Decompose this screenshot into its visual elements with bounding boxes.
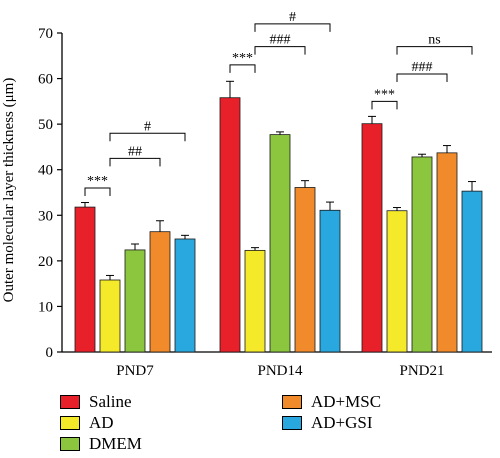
axes: 0 10 20 30 40 50 60 70 PND7 PND14 PND21: [38, 26, 492, 379]
y-tick-label: 20: [38, 254, 53, 270]
significance-bracket: [396, 46, 473, 55]
bar: [124, 249, 146, 353]
significance-label: ###: [412, 60, 433, 75]
bar: [361, 123, 383, 353]
significance-label: ###: [270, 33, 291, 48]
significance-bracket: [254, 46, 306, 55]
bar: [386, 210, 408, 353]
bar: [411, 156, 433, 353]
bar: [436, 152, 458, 353]
bars: [74, 97, 483, 353]
error-bars: [81, 80, 476, 280]
significance-label: #: [289, 10, 296, 25]
x-tick-label: PND7: [116, 363, 154, 379]
significance-bracket: [84, 187, 111, 196]
bar: [319, 209, 341, 353]
bar: [219, 97, 241, 353]
y-tick-label: 0: [46, 345, 54, 361]
bar: [99, 279, 121, 353]
significance-label: ***: [374, 87, 395, 102]
significance-label: ***: [87, 174, 108, 189]
bar: [461, 190, 483, 353]
y-tick-label: 40: [38, 163, 53, 179]
significance-label: ns: [428, 33, 440, 48]
significance-bracket: [109, 132, 186, 142]
significance-bracket: [254, 23, 331, 32]
bar: [174, 238, 196, 353]
significance-bracket: [396, 73, 448, 83]
bar: [269, 134, 291, 353]
x-tick-label: PND21: [399, 363, 444, 379]
x-tick-label: PND14: [257, 363, 303, 379]
y-tick-label: 30: [38, 208, 53, 224]
bar: [149, 231, 171, 353]
y-axis-label: Outer molecular layer thickness (μm): [1, 78, 17, 303]
y-tick-label: 60: [38, 72, 53, 88]
significance-bracket: [371, 100, 398, 110]
significance-label: ***: [232, 51, 253, 66]
bar: [74, 206, 96, 353]
bar: [294, 187, 316, 353]
significance-label: ##: [128, 144, 142, 159]
bar: [244, 249, 266, 353]
significance-annotations: ***###***####***###ns: [84, 10, 473, 196]
significance-label: #: [144, 119, 151, 134]
significance-bracket: [229, 64, 256, 73]
y-tick-label: 70: [38, 26, 53, 42]
y-tick-label: 50: [38, 117, 53, 133]
y-tick-label: 10: [38, 299, 53, 315]
significance-bracket: [109, 157, 161, 167]
